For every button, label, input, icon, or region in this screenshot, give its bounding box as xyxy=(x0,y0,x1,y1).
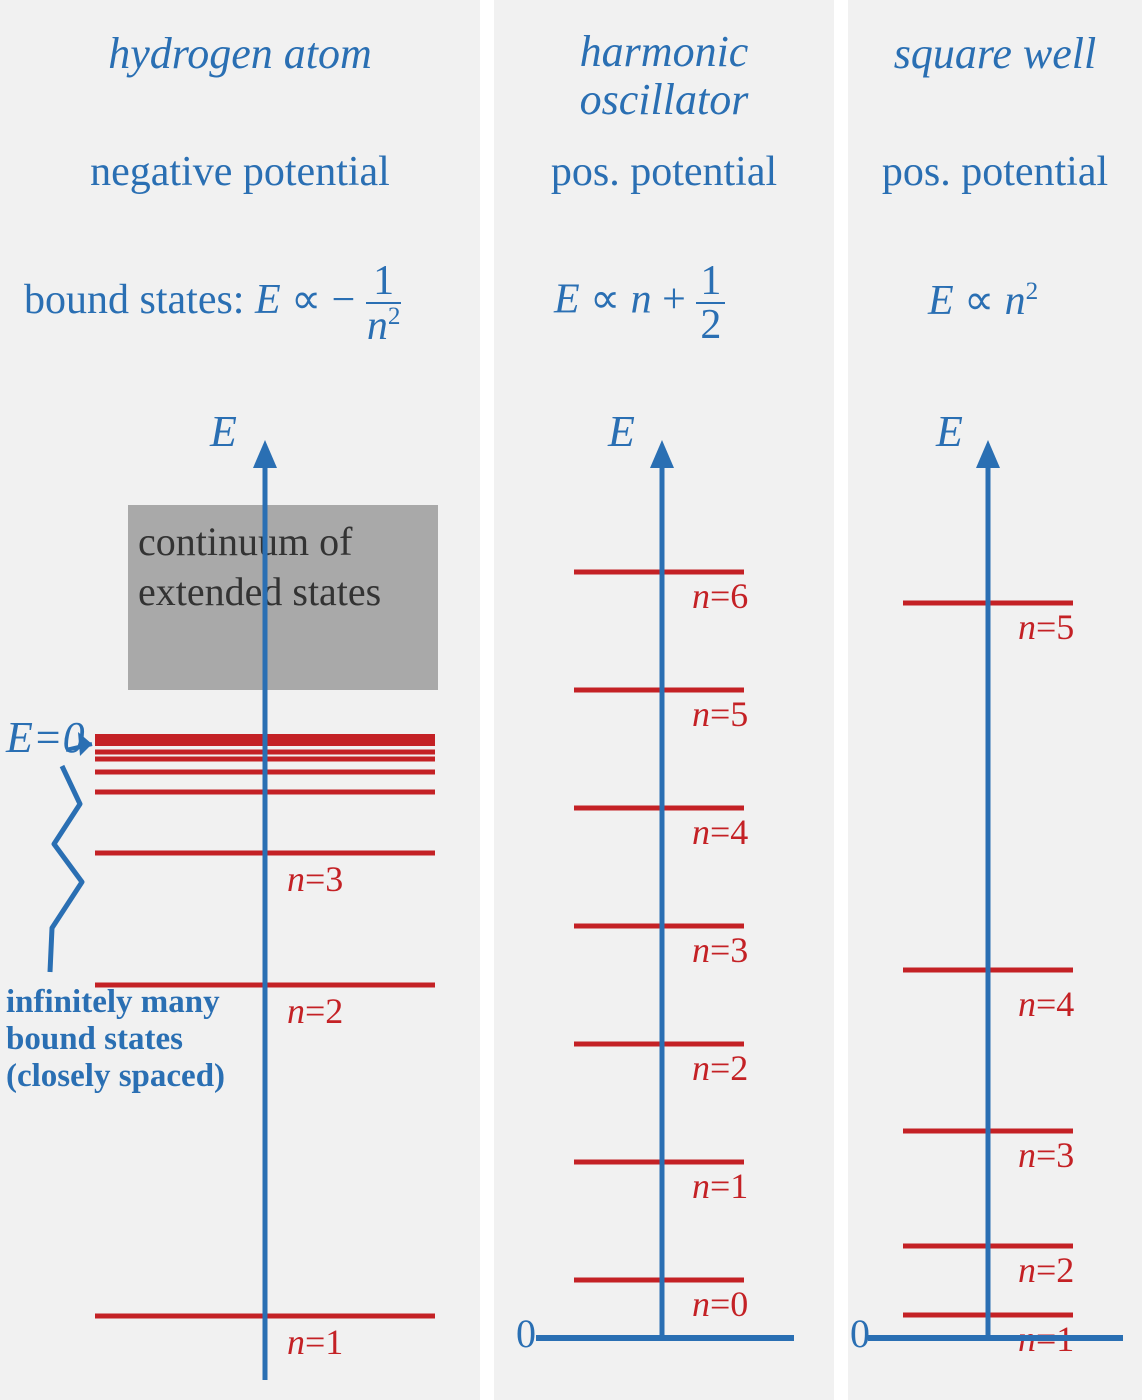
hydrogen-formula: bound states: E ∝ − 1n2 xyxy=(24,260,401,347)
hydrogen-e0-label: E=0 xyxy=(6,712,85,763)
svg-text:n=4: n=4 xyxy=(1018,984,1074,1024)
svg-text:n=6: n=6 xyxy=(692,576,748,616)
panel-square: square well pos. potential E ∝ n2 E n=1n… xyxy=(848,0,1142,1400)
hydrogen-chart: n=1 n=2 n=3 xyxy=(0,440,480,1380)
svg-text:n=1: n=1 xyxy=(692,1166,748,1206)
hydrogen-formula-expr: E ∝ − 1n2 xyxy=(255,277,401,323)
square-formula: E ∝ n2 xyxy=(928,275,1038,325)
svg-text:n=3: n=3 xyxy=(1018,1135,1074,1175)
svg-text:n=2: n=2 xyxy=(1018,1250,1074,1290)
svg-text:n=1: n=1 xyxy=(287,1322,343,1362)
harmonic-title: harmonic oscillator xyxy=(494,28,834,125)
page-root: hydrogen atom negative potential bound s… xyxy=(0,0,1142,1400)
square-zero-label: 0 xyxy=(850,1310,870,1357)
svg-text:n=2: n=2 xyxy=(287,991,343,1031)
harmonic-zero-label: 0 xyxy=(516,1310,536,1357)
square-title: square well xyxy=(848,28,1142,79)
panel-harmonic: harmonic oscillator pos. potential E ∝ n… xyxy=(494,0,834,1400)
harmonic-chart: n=0 n=1 n=2 n=3 n=4 n=5 n=6 xyxy=(494,440,834,1380)
svg-text:n=5: n=5 xyxy=(692,694,748,734)
hydrogen-annotation: infinitely many bound states (closely sp… xyxy=(6,984,225,1095)
square-chart: n=1n=2n=3n=4n=5 xyxy=(848,440,1142,1380)
svg-text:n=3: n=3 xyxy=(692,930,748,970)
harmonic-subtitle: pos. potential xyxy=(494,148,834,196)
svg-text:n=5: n=5 xyxy=(1018,607,1074,647)
svg-text:n=2: n=2 xyxy=(692,1048,748,1088)
hydrogen-title: hydrogen atom xyxy=(0,28,480,79)
svg-text:n=4: n=4 xyxy=(692,812,748,852)
hydrogen-subtitle: negative potential xyxy=(0,148,480,196)
gap-1 xyxy=(480,0,494,1400)
harmonic-formula: E ∝ n + 12 xyxy=(554,260,725,346)
square-subtitle: pos. potential xyxy=(848,148,1142,196)
gap-2 xyxy=(834,0,848,1400)
svg-text:n=3: n=3 xyxy=(287,859,343,899)
hydrogen-formula-prefix: bound states: xyxy=(24,277,255,323)
svg-text:n=0: n=0 xyxy=(692,1284,748,1324)
panel-hydrogen: hydrogen atom negative potential bound s… xyxy=(0,0,480,1400)
